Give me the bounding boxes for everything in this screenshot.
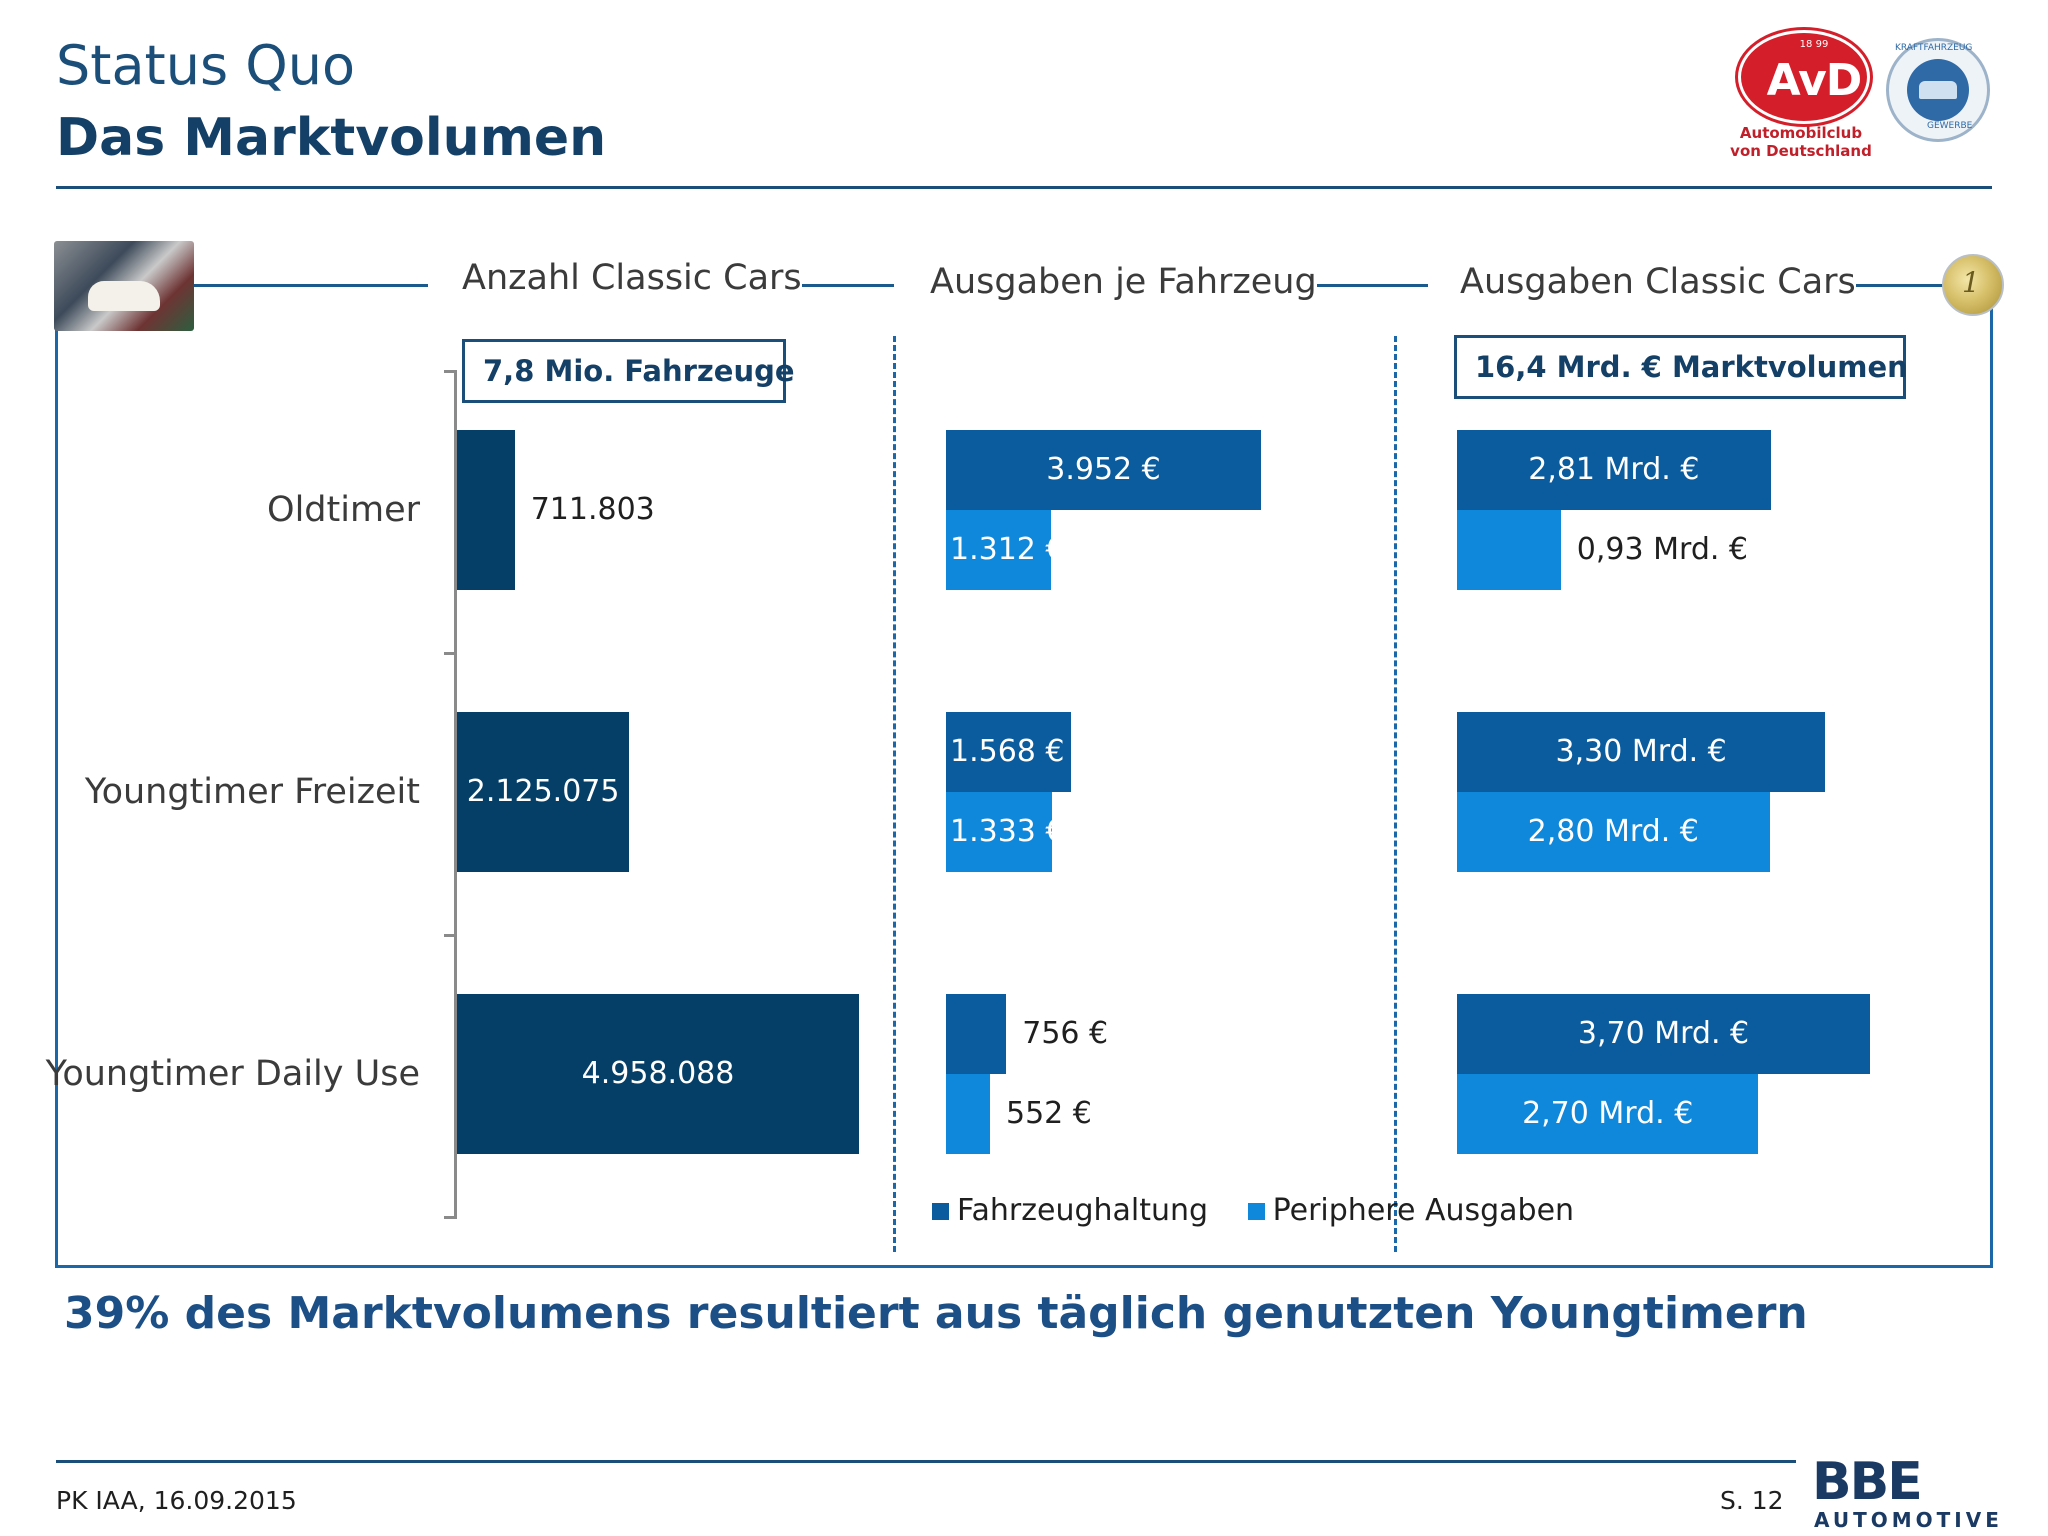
kfz-arc-bottom: GEWERBE [1927, 121, 1973, 131]
classic-car-image [54, 241, 194, 331]
bar-spend-0-0 [946, 430, 1261, 510]
header-divider [56, 186, 1992, 189]
column-header-spend-per-vehicle: Ausgaben je Fahrzeug [930, 262, 1317, 302]
bar-total-0-0 [1457, 430, 1771, 510]
bar-label-count-2: 4.958.088 [581, 1056, 735, 1091]
page-title: Status Quo [56, 34, 356, 97]
car-icon [1919, 81, 1957, 99]
column-divider [893, 336, 896, 1252]
category-label-youngtimer-freizeit: Youngtimer Freizeit [84, 772, 420, 812]
bar-total-0-1 [1457, 712, 1826, 792]
bar-spend-0-1 [946, 712, 1071, 792]
bar-label-count-1: 2.125.075 [466, 774, 620, 809]
key-takeaway: 39% des Marktvolumens resultiert aus täg… [64, 1288, 1808, 1339]
avd-wordmark: AvD [1766, 55, 1863, 106]
axis-tick [444, 652, 457, 655]
bar-label-spend-1-0: 1.312 € [950, 532, 1065, 567]
column-header-total-spend: Ausgaben Classic Cars [1460, 262, 1856, 302]
header-connector [194, 284, 428, 287]
kfz-gewerbe-logo: KRAFTFAHRZEUG GEWERBE [1886, 38, 1990, 142]
bar-spend-1-0 [946, 510, 1051, 590]
legend-label: Periphere Ausgaben [1272, 1193, 1575, 1228]
avd-caption-line1: Automobilclub [1739, 124, 1863, 142]
bar-label-total-1-1: 2,80 Mrd. € [1527, 814, 1699, 849]
legend-item-fahrzeughaltung: Fahrzeughaltung [932, 1193, 1208, 1228]
bar-total-0-2 [1457, 994, 1870, 1074]
car-icon [88, 281, 160, 311]
bar-label-spend-0-0: 3.952 € [1046, 452, 1161, 487]
bar-spend-1-2 [946, 1074, 990, 1154]
category-label-youngtimer-daily-use: Youngtimer Daily Use [45, 1054, 420, 1094]
bar-count-2 [457, 994, 859, 1154]
bar-label-spend-0-2: 756 € [1022, 1016, 1109, 1051]
bar-spend-0-2 [946, 994, 1007, 1074]
bar-label-total-0-2: 3,70 Mrd. € [1577, 1016, 1750, 1051]
bar-spend-1-1 [946, 792, 1053, 872]
euro-coin-icon: 1 [1942, 254, 2004, 316]
total-vehicles-box: 7,8 Mio. Fahrzeuge [462, 339, 795, 403]
axis-tick [444, 934, 457, 937]
avd-emblem: 18 99 AvD [1738, 30, 1870, 124]
bar-label-spend-1-2: 552 € [1005, 1096, 1092, 1131]
chart-legend: Fahrzeughaltung Periphere Ausgaben [932, 1192, 1604, 1228]
avd-years: 18 99 [1799, 39, 1829, 50]
bar-label-spend-0-1: 1.568 € [950, 734, 1065, 769]
axis-tick [444, 1216, 457, 1219]
bar-count-1 [457, 712, 630, 872]
legend-swatch [1247, 1203, 1265, 1220]
bar-total-1-2 [1457, 1074, 1759, 1154]
legend-swatch [932, 1203, 949, 1220]
kfz-arc-top: KRAFTFAHRZEUG [1895, 43, 1973, 53]
bbe-automotive-logo: BBE AUTOMOTIVE [1812, 1452, 1999, 1532]
bar-label-total-1-0: 0,93 Mrd. € [1576, 532, 1749, 567]
bbe-wordmark: BBE [1812, 1452, 1923, 1512]
footer-event: PK IAA, 16.09.2015 [56, 1486, 297, 1515]
avd-caption: Automobilclub von Deutschland [1728, 124, 1874, 160]
avd-caption-line2: von Deutschland [1730, 142, 1872, 160]
bar-total-1-1 [1457, 792, 1770, 872]
bar-label-total-1-2: 2,70 Mrd. € [1522, 1096, 1694, 1131]
header-connector [1850, 284, 1944, 287]
bar-label-total-0-1: 3,30 Mrd. € [1555, 734, 1727, 769]
kfz-emblem [1907, 59, 1969, 121]
page-number: S. 12 [1720, 1486, 1784, 1515]
header-connector [800, 284, 894, 287]
column-header-count: Anzahl Classic Cars [462, 258, 802, 298]
bar-count-0 [457, 430, 515, 590]
header-connector [1316, 284, 1428, 287]
bar-label-total-0-0: 2,81 Mrd. € [1528, 452, 1700, 487]
bbe-subtitle: AUTOMOTIVE [1814, 1508, 2003, 1532]
bar-label-spend-1-1: 1.333 € [950, 814, 1065, 849]
bar-total-1-0 [1457, 510, 1561, 590]
avd-logo: 18 99 AvD Automobilclub von Deutschland [1728, 26, 1878, 166]
footer-divider [56, 1460, 1796, 1463]
category-label-oldtimer: Oldtimer [267, 490, 420, 530]
category-axis [454, 370, 457, 1218]
axis-tick [444, 370, 457, 373]
market-volume-box: 16,4 Mrd. € Marktvolumen [1454, 335, 1908, 399]
bar-label-count-0: 711.803 [530, 492, 655, 527]
legend-label: Fahrzeughaltung [957, 1193, 1209, 1228]
page-subtitle: Das Marktvolumen [56, 108, 607, 168]
coin-value: 1 [1962, 266, 1980, 299]
legend-item-periphere-ausgaben: Periphere Ausgaben [1247, 1193, 1575, 1228]
column-divider [1394, 336, 1397, 1252]
